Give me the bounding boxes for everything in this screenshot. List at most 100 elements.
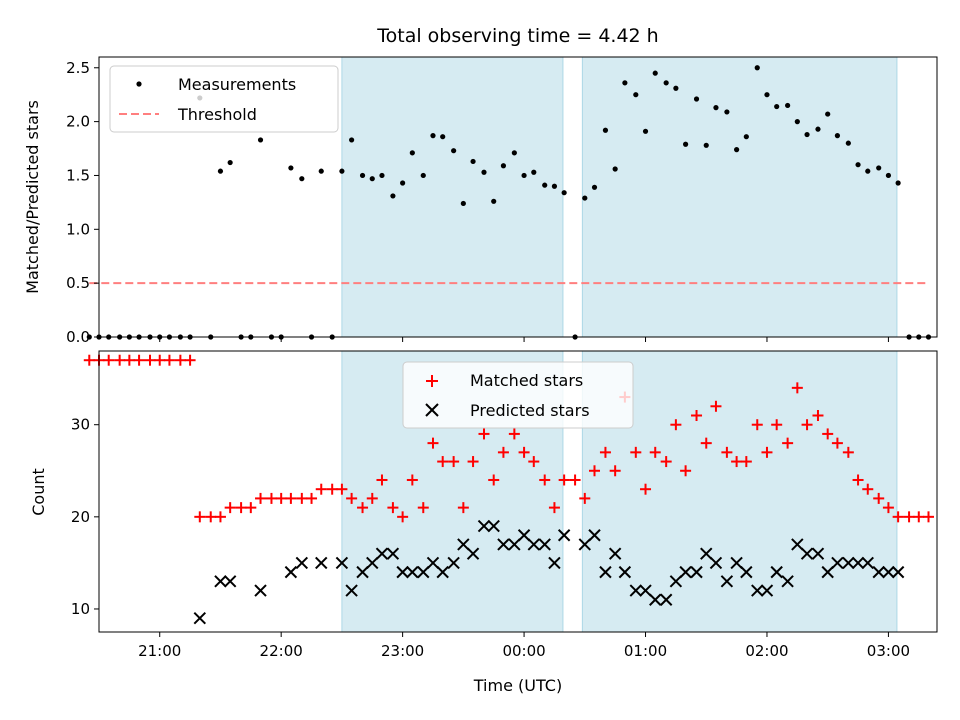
predicted-point — [457, 538, 470, 551]
measurement-point — [451, 148, 457, 154]
predicted-point — [608, 547, 622, 560]
predicted-point — [487, 519, 500, 533]
x-tick-label: 21:00 — [138, 642, 181, 660]
predicted-point — [223, 575, 237, 588]
measurement-point — [815, 126, 821, 132]
predicted-point — [679, 565, 692, 579]
measurement-point — [481, 169, 487, 175]
measurement-point — [551, 183, 558, 189]
matched-point — [114, 354, 126, 366]
bottom-panel-x-ticks: 21:00 22:00 23:00 00:00 01:00 02:00 03:00 — [138, 632, 910, 660]
measurement-point — [612, 166, 618, 172]
matched-point — [831, 437, 843, 449]
predicted-point — [770, 565, 783, 579]
matched-point — [123, 354, 135, 366]
matched-point — [174, 354, 186, 366]
matched-point — [184, 354, 196, 366]
matched-point — [275, 492, 287, 504]
matched-point — [599, 446, 611, 458]
measurement-point — [834, 133, 841, 139]
matched-point — [306, 492, 318, 504]
measurement-point — [764, 92, 770, 98]
matched-point — [467, 456, 479, 468]
y-tick-label: 2.5 — [66, 59, 90, 77]
measurement-point — [642, 128, 649, 134]
x-tick-label: 03:00 — [867, 642, 910, 660]
matched-point — [700, 437, 712, 449]
matched-point — [558, 474, 570, 486]
predicted-point — [477, 519, 491, 533]
measurement-point — [339, 168, 345, 174]
matched-point — [882, 502, 894, 514]
predicted-point — [861, 556, 874, 570]
matched-point — [660, 456, 672, 468]
predicted-point — [538, 538, 551, 551]
top-panel-shaded-intervals — [341, 56, 898, 338]
bottom-panel-y-ticks: 10 20 30 — [71, 416, 99, 618]
matched-point — [812, 409, 824, 421]
predicted-point — [417, 565, 430, 579]
measurement-point — [804, 131, 810, 138]
matched-point — [144, 354, 156, 366]
predicted-point — [335, 556, 349, 570]
top-panel-y-ticks: 0.0 0.5 1.0 1.5 2.0 2.5 — [66, 59, 99, 346]
measurement-point — [663, 80, 669, 86]
measurement-point — [855, 162, 861, 168]
matched-point — [873, 492, 885, 504]
matched-point — [133, 354, 145, 366]
measurement-point — [542, 182, 548, 188]
predicted-point — [659, 593, 673, 606]
measurement-point — [511, 150, 517, 156]
predicted-point — [588, 529, 601, 542]
measurement-point — [865, 168, 871, 174]
predicted-point — [386, 547, 400, 560]
matched-point — [163, 354, 175, 366]
matched-point — [437, 456, 449, 468]
predicted-point — [214, 575, 227, 588]
matched-point — [296, 492, 308, 504]
bottom-panel-legend: Matched stars Predicted stars — [402, 361, 634, 429]
shaded-interval — [581, 56, 898, 338]
matched-point — [528, 456, 540, 468]
matched-point — [579, 492, 591, 504]
predicted-point — [740, 565, 753, 579]
bottom-panel: 10 20 30 21:00 22:00 23:00 00:00 01:00 02:00 03:… — [29, 350, 938, 695]
measurement-point — [531, 169, 537, 175]
matched-point — [640, 483, 652, 495]
top-panel-ylabel: Matched/Predicted stars — [23, 100, 42, 294]
predicted-point — [375, 547, 389, 560]
measurement-point — [369, 176, 375, 182]
matched-point — [205, 511, 217, 523]
matched-point — [387, 502, 399, 514]
matched-point — [357, 502, 369, 514]
matched-point — [255, 492, 267, 504]
measurement-point — [420, 172, 426, 179]
matched-point — [154, 354, 166, 366]
matched-point — [680, 465, 692, 477]
legend-predicted-marker — [425, 403, 439, 417]
predicted-point — [821, 565, 834, 579]
x-tick-label: 23:00 — [381, 642, 424, 660]
measurement-point — [299, 176, 305, 182]
measurement-point — [521, 172, 527, 179]
matched-point — [589, 465, 601, 477]
predicted-point — [730, 556, 743, 570]
predicted-point — [811, 547, 825, 560]
matched-point — [448, 456, 460, 468]
matched-point — [336, 483, 348, 495]
matched-point — [235, 502, 247, 514]
matched-point — [245, 502, 257, 514]
predicted-point — [284, 565, 298, 579]
predicted-point — [831, 556, 844, 570]
matched-point — [497, 446, 509, 458]
predicted-point — [700, 547, 713, 560]
predicted-point — [193, 611, 207, 625]
matched-point — [508, 428, 520, 440]
measurement-point — [257, 137, 264, 143]
measurement-point — [633, 92, 639, 98]
predicted-point — [599, 565, 612, 579]
matched-point — [782, 437, 794, 449]
predicted-point — [891, 565, 905, 579]
matched-point — [569, 474, 581, 486]
